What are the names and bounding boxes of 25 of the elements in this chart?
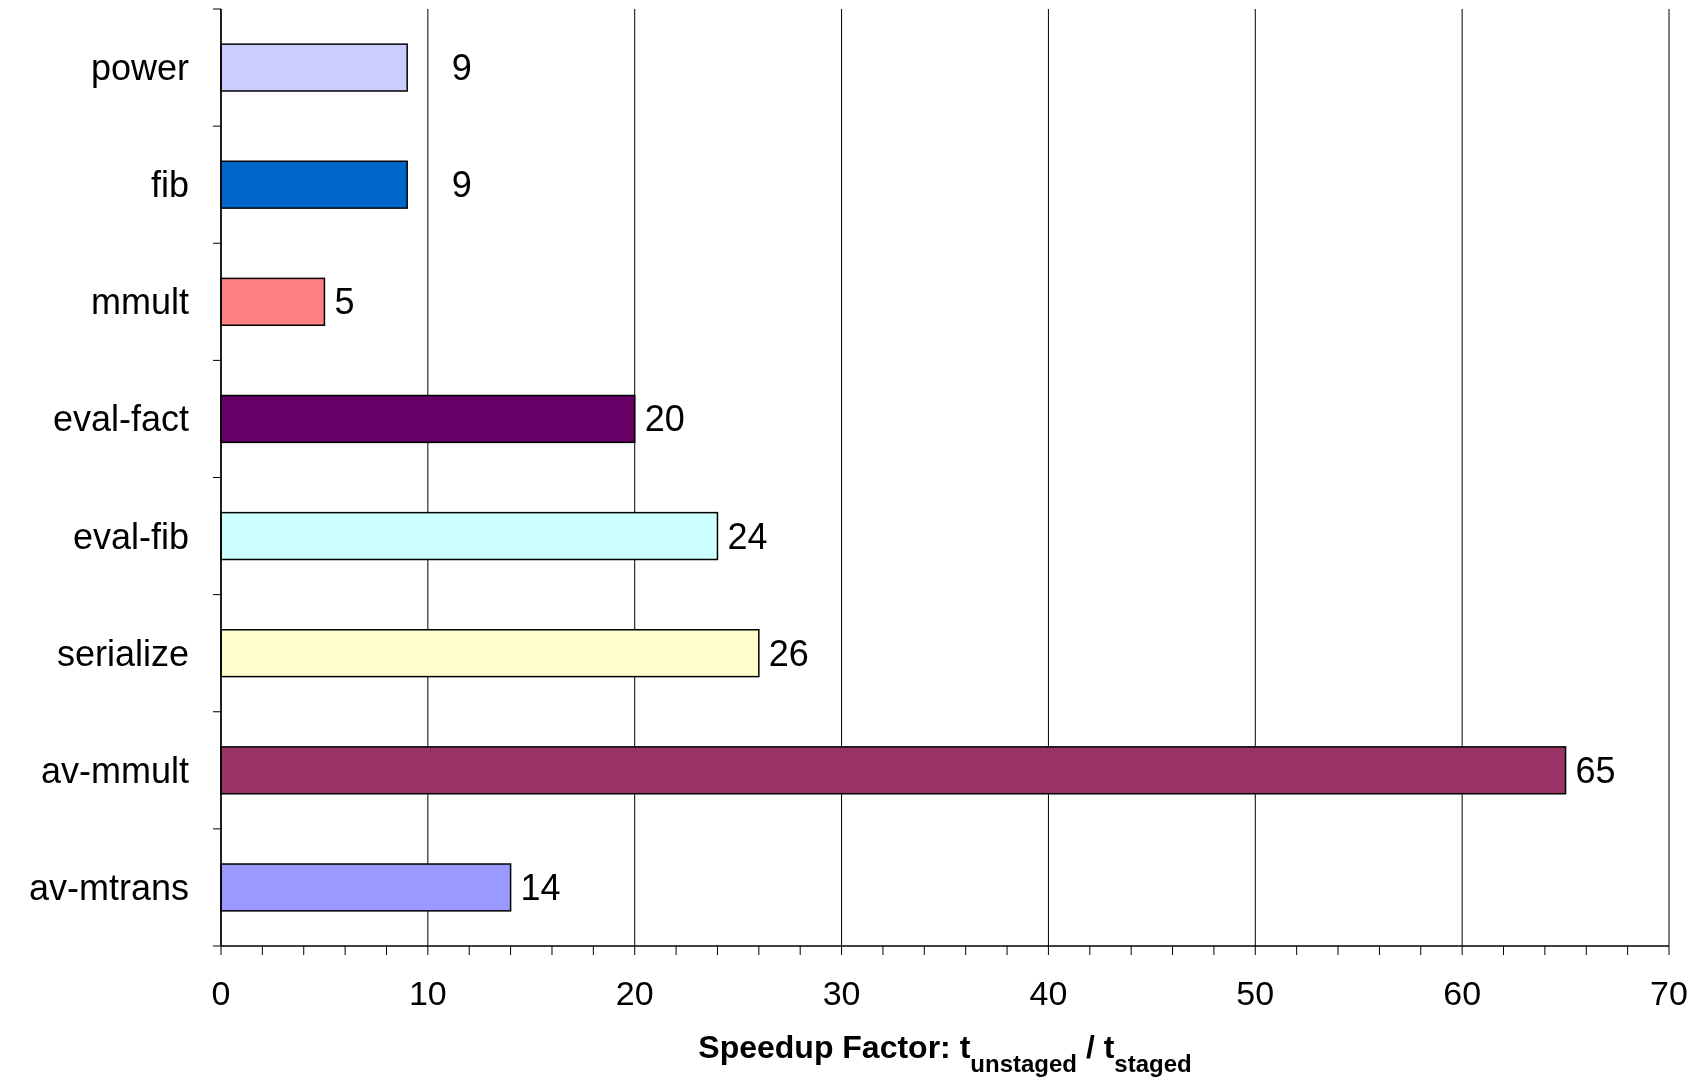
data-label: 24 [727,515,768,557]
x-tick-label: 50 [1236,974,1275,1012]
y-tick-label: power [90,47,189,89]
x-tick-label: 10 [408,974,447,1012]
x-tick-label: 40 [1029,974,1068,1012]
data-label: 14 [520,866,561,908]
y-tick-label: serialize [56,632,189,674]
y-tick-label: eval-fib [72,515,189,557]
x-tick-label: 70 [1650,974,1688,1012]
y-tick-label: fib [150,164,189,206]
y-tick-label: eval-fact [52,398,189,440]
y-tick-label: mmult [91,281,189,323]
x-tick-label: 0 [211,974,231,1012]
y-tick-label: av-mmult [40,749,189,791]
x-axis-title: Speedup Factor: t$_{unstaged}$ / t$_{staged}$ [698,1029,1192,1077]
data-label: 20 [644,398,685,440]
data-label: 65 [1575,749,1616,791]
x-tick-label: 20 [615,974,654,1012]
data-label: 26 [768,632,809,674]
data-label: 9 [451,47,472,89]
data-label: 9 [451,164,472,206]
x-tick-label: 60 [1443,974,1482,1012]
y-tick-label: av-mtrans [28,866,189,908]
data-label: 5 [334,281,355,323]
x-tick-label: 30 [822,974,861,1012]
